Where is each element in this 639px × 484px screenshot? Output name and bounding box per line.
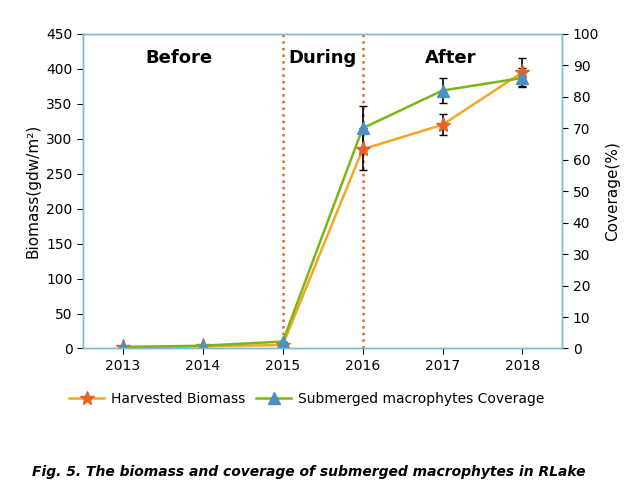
Text: Before: Before (145, 49, 213, 67)
Text: After: After (425, 49, 476, 67)
Y-axis label: Coverage(%): Coverage(%) (604, 141, 620, 241)
Text: During: During (289, 49, 357, 67)
Y-axis label: Biomass(gdw/m²): Biomass(gdw/m²) (26, 124, 41, 258)
Text: Fig. 5. The biomass and coverage of submerged macrophytes in RLake: Fig. 5. The biomass and coverage of subm… (32, 465, 585, 479)
Legend: Harvested Biomass, Submerged macrophytes Coverage: Harvested Biomass, Submerged macrophytes… (64, 387, 550, 412)
